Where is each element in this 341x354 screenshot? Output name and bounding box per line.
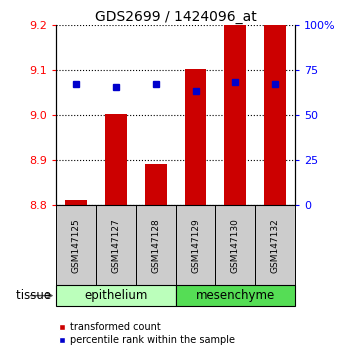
Bar [176,285,295,306]
Bar [216,205,255,285]
Text: GSM147125: GSM147125 [72,218,81,273]
Bar [56,285,176,306]
Bar [65,200,87,205]
Text: GSM147128: GSM147128 [151,218,160,273]
Bar [224,24,246,205]
Text: GSM147127: GSM147127 [112,218,120,273]
Bar [184,69,206,205]
Title: GDS2699 / 1424096_at: GDS2699 / 1424096_at [95,10,256,24]
Bar [145,164,167,205]
Legend: transformed count, percentile rank within the sample: transformed count, percentile rank withi… [54,319,239,349]
Bar [96,205,136,285]
Text: GSM147132: GSM147132 [270,218,280,273]
Bar [264,24,286,205]
Text: epithelium: epithelium [84,289,148,302]
Bar [105,114,127,205]
Text: tissue: tissue [16,289,55,302]
Bar [136,205,176,285]
Text: GSM147130: GSM147130 [231,218,240,273]
Bar [255,205,295,285]
Text: mesenchyme: mesenchyme [196,289,275,302]
Bar [56,205,96,285]
Bar [176,205,216,285]
Text: GSM147129: GSM147129 [191,218,200,273]
